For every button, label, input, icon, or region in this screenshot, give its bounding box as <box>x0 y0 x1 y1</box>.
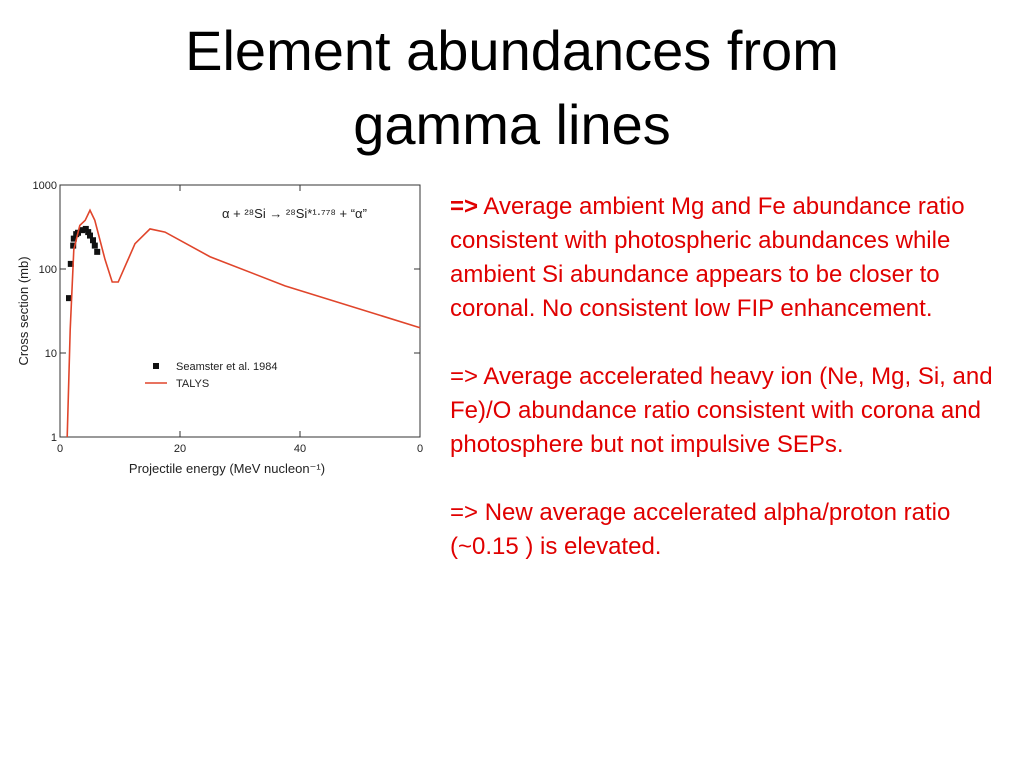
x-tick-label: 40 <box>294 443 306 455</box>
legend-marker <box>153 363 159 369</box>
bullet-prefix: => <box>450 193 479 220</box>
y-tick-label: 100 <box>39 264 57 276</box>
chart: 1 10 100 1000 0 20 40 0 Projectile energy (MeV n… <box>16 180 423 476</box>
data-point <box>79 227 86 234</box>
bullet-prefix: => <box>450 499 479 526</box>
x-tick-label: 0 <box>57 443 63 455</box>
slide-title: Element abundances from gamma lines <box>185 19 839 156</box>
data-point <box>66 295 72 302</box>
data-point <box>70 235 77 242</box>
bullet-prefix: => <box>450 363 479 390</box>
data-point <box>70 242 77 249</box>
data-point <box>87 232 93 239</box>
y-axis-label: Cross section (mb) <box>16 256 31 365</box>
data-point <box>85 229 92 236</box>
x-axis-label: Projectile energy (MeV nucleon⁻¹) <box>129 461 325 476</box>
bullet-text: Average accelerated heavy ion (Ne, Mg, S… <box>450 363 993 458</box>
plot-frame <box>59 184 421 438</box>
bullet-text: Average ambient Mg and Fe abundance rati… <box>450 193 965 322</box>
text-block: => Average ambient Mg and Fe abundance r… <box>450 190 1010 598</box>
bullet-paragraph: => New average accelerated alpha/proton … <box>450 496 1010 564</box>
data-point <box>90 237 96 244</box>
data-point <box>82 225 89 232</box>
bullet-text: New average accelerated alpha/proton rat… <box>450 499 951 560</box>
legend-label: TALYS <box>176 378 209 390</box>
data-point <box>91 242 98 249</box>
data-point <box>94 248 101 255</box>
y-tick-label: 1000 <box>33 180 57 192</box>
legend-label: Seamster et al. 1984 <box>176 361 278 373</box>
y-tick-label: 10 <box>45 348 57 360</box>
annotation: α + ²⁸Si → ²⁸Si*¹·⁷⁷⁸ + “α” <box>222 206 367 221</box>
y-tick-label: 1 <box>51 432 57 444</box>
x-tick-label: 20 <box>174 443 186 455</box>
bullet-paragraph: => Average accelerated heavy ion (Ne, Mg… <box>450 360 1010 462</box>
x-tick-label: 0 <box>417 443 423 455</box>
talys-line <box>66 208 421 438</box>
bullet-paragraph: => Average ambient Mg and Fe abundance r… <box>450 190 1010 326</box>
data-point <box>67 260 74 267</box>
